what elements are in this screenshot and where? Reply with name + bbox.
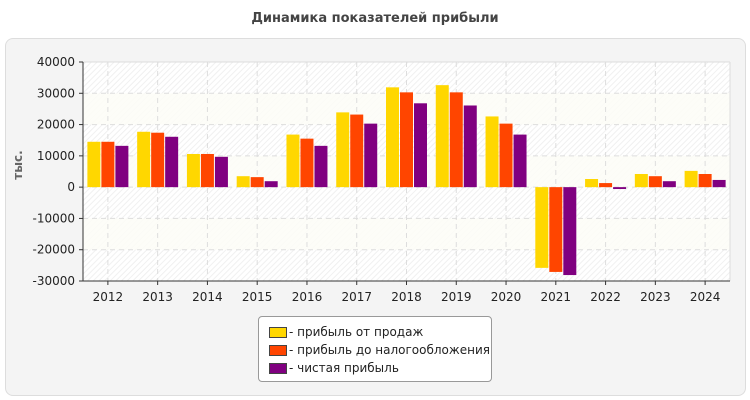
- y-tick-label: -20000: [32, 243, 75, 257]
- legend-item-pretax: - прибыль до налогообложения: [269, 342, 490, 358]
- y-tick-label: 20000: [37, 118, 75, 132]
- bar-2024-s0: [684, 170, 698, 188]
- bar-2019-s0: [435, 85, 449, 188]
- x-tick-label: 2018: [391, 290, 422, 304]
- bar-2015-s1: [250, 177, 264, 188]
- bar-2015-s2: [264, 181, 278, 188]
- x-tick-label: 2014: [192, 290, 223, 304]
- bar-2016-s0: [286, 134, 300, 188]
- x-tick-label: 2023: [640, 290, 671, 304]
- legend-swatch: [269, 327, 287, 338]
- bar-2014-s2: [214, 156, 228, 188]
- bar-2022-s0: [585, 179, 599, 188]
- bar-2015-s0: [236, 176, 250, 188]
- bar-2017-s2: [364, 123, 378, 188]
- x-tick-label: 2016: [292, 290, 323, 304]
- y-tick-label: 30000: [37, 86, 75, 100]
- bar-2019-s1: [449, 92, 463, 188]
- x-tick-label: 2019: [441, 290, 472, 304]
- x-tick-label: 2021: [541, 290, 572, 304]
- bar-2013-s1: [151, 132, 165, 188]
- bar-2012-s0: [87, 141, 101, 188]
- bar-2021-s1: [549, 187, 563, 272]
- legend-label: - прибыль до налогообложения: [289, 343, 490, 357]
- legend-swatch: [269, 363, 287, 374]
- bar-2024-s2: [712, 179, 726, 188]
- x-tick-label: 2022: [590, 290, 621, 304]
- bar-2018-s0: [386, 87, 399, 188]
- y-tick-label: 40000: [37, 55, 75, 69]
- x-tick-label: 2015: [242, 290, 273, 304]
- x-tick-label: 2013: [142, 290, 173, 304]
- bar-2022-s2: [613, 187, 627, 190]
- legend-item-sales: - прибыль от продаж: [269, 324, 423, 340]
- legend-item-net: - чистая прибыль: [269, 360, 399, 376]
- bar-2020-s0: [485, 116, 499, 188]
- bar-2021-s2: [563, 187, 577, 276]
- y-tick-label: -10000: [32, 211, 75, 225]
- y-axis-label: тыс.: [11, 150, 25, 179]
- bar-2023-s1: [648, 176, 662, 188]
- y-tick-label: 10000: [37, 149, 75, 163]
- bar-2013-s0: [137, 131, 151, 188]
- bar-2022-s1: [599, 183, 613, 188]
- bar-2012-s2: [115, 145, 129, 188]
- bar-2019-s2: [463, 105, 477, 188]
- bar-2023-s2: [662, 181, 676, 188]
- bar-2023-s0: [634, 174, 648, 188]
- legend-label: - прибыль от продаж: [289, 325, 424, 339]
- x-tick-label: 2017: [341, 290, 372, 304]
- bar-2014-s0: [186, 153, 200, 188]
- bar-2018-s1: [400, 92, 413, 188]
- y-tick-label: -30000: [32, 274, 75, 288]
- x-tick-label: 2012: [93, 290, 124, 304]
- y-tick-label: 0: [67, 180, 75, 194]
- bar-2014-s1: [200, 153, 214, 188]
- bar-2020-s1: [499, 123, 513, 188]
- bar-2020-s2: [513, 134, 527, 188]
- bar-2024-s1: [698, 174, 712, 188]
- bar-2017-s1: [350, 114, 364, 188]
- bar-2016-s1: [300, 138, 314, 188]
- x-tick-label: 2020: [491, 290, 522, 304]
- bar-2017-s0: [336, 112, 350, 188]
- bar-2016-s2: [314, 145, 328, 188]
- legend: - прибыль от продаж - прибыль до налогоо…: [258, 316, 492, 382]
- bar-2012-s1: [101, 141, 115, 188]
- chart-title: Динамика показателей прибыли: [251, 11, 499, 26]
- bar-2021-s0: [535, 187, 549, 268]
- x-tick-label: 2024: [690, 290, 721, 304]
- legend-label: - чистая прибыль: [289, 361, 399, 375]
- legend-swatch: [269, 345, 287, 356]
- bar-2013-s2: [165, 136, 179, 188]
- bar-2018-s2: [414, 103, 427, 188]
